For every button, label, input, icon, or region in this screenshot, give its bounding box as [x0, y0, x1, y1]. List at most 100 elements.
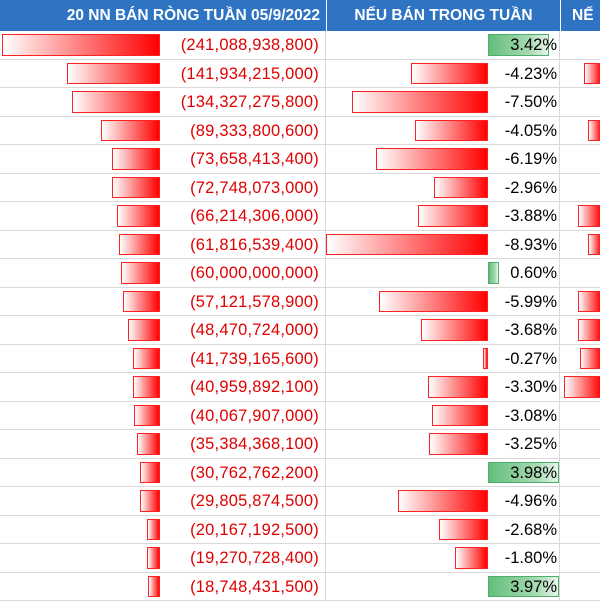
weekly-change-cell[interactable]: -1.80%: [326, 544, 560, 573]
weekly-change-cell[interactable]: 3.98%: [326, 459, 560, 488]
next-column-cell[interactable]: [560, 259, 600, 288]
weekly-change-negative-bar: [455, 547, 488, 569]
net-sell-cell[interactable]: (40,067,907,000): [0, 402, 326, 431]
next-column-bar: [588, 120, 600, 142]
next-column-cell[interactable]: [560, 145, 600, 174]
net-sell-cell[interactable]: (241,088,938,800): [0, 31, 326, 60]
net-sell-cell[interactable]: (72,748,073,000): [0, 174, 326, 203]
table-row: (241,088,938,800) 3.42%: [0, 31, 600, 60]
weekly-change-cell[interactable]: -3.68%: [326, 316, 560, 345]
net-sell-bar: [117, 205, 160, 227]
next-column-cell[interactable]: [560, 117, 600, 146]
net-sell-bar: [140, 490, 160, 512]
net-sell-cell[interactable]: (41,739,165,600): [0, 345, 326, 374]
net-sell-cell[interactable]: (73,658,413,400): [0, 145, 326, 174]
weekly-change-cell[interactable]: -2.96%: [326, 174, 560, 203]
net-sell-cell[interactable]: (30,762,762,200): [0, 459, 326, 488]
next-column-cell[interactable]: [560, 231, 600, 260]
weekly-change-value: 0.60%: [510, 259, 557, 287]
net-sell-cell[interactable]: (48,470,724,000): [0, 316, 326, 345]
header-net-sell[interactable]: 20 NN BÁN RÒNG TUẦN 05/9/2022: [0, 0, 326, 31]
net-sell-bar: [133, 348, 160, 370]
weekly-change-cell[interactable]: -4.05%: [326, 117, 560, 146]
net-sell-cell[interactable]: (134,327,275,800): [0, 88, 326, 117]
table-row: (35,384,368,100) -3.25%: [0, 430, 600, 459]
next-column-cell[interactable]: [560, 174, 600, 203]
weekly-change-value: 3.42%: [510, 31, 557, 59]
weekly-change-value: -4.23%: [505, 60, 557, 88]
next-column-bar: [564, 376, 600, 398]
weekly-change-value: -7.50%: [505, 88, 557, 116]
net-sell-bar: [67, 63, 160, 85]
weekly-change-cell[interactable]: -5.99%: [326, 288, 560, 317]
net-sell-value: (18,748,431,500): [190, 573, 319, 601]
weekly-change-cell[interactable]: 3.42%: [326, 31, 560, 60]
weekly-change-cell[interactable]: 0.60%: [326, 259, 560, 288]
next-column-cell[interactable]: [560, 60, 600, 89]
next-column-cell[interactable]: [560, 516, 600, 545]
net-sell-value: (61,816,539,400): [190, 231, 319, 259]
net-sell-cell[interactable]: (61,816,539,400): [0, 231, 326, 260]
net-sell-value: (41,739,165,600): [190, 345, 319, 373]
weekly-change-negative-bar: [418, 205, 488, 227]
weekly-change-value: -3.30%: [505, 373, 557, 401]
weekly-change-cell[interactable]: -4.96%: [326, 487, 560, 516]
next-column-cell[interactable]: [560, 345, 600, 374]
weekly-change-cell[interactable]: -3.88%: [326, 202, 560, 231]
next-column-cell[interactable]: [560, 31, 600, 60]
next-column-cell[interactable]: [560, 430, 600, 459]
next-column-cell[interactable]: [560, 402, 600, 431]
weekly-change-cell[interactable]: -8.93%: [326, 231, 560, 260]
next-column-cell[interactable]: [560, 459, 600, 488]
net-sell-cell[interactable]: (35,384,368,100): [0, 430, 326, 459]
net-sell-bar: [128, 319, 160, 341]
net-sell-cell[interactable]: (89,333,800,600): [0, 117, 326, 146]
next-column-bar: [584, 63, 600, 85]
net-sell-cell[interactable]: (66,214,306,000): [0, 202, 326, 231]
net-sell-cell[interactable]: (57,121,578,900): [0, 288, 326, 317]
header-weekly-change[interactable]: NẾU BÁN TRONG TUẦN: [326, 0, 560, 31]
weekly-change-cell[interactable]: -3.30%: [326, 373, 560, 402]
next-column-bar: [578, 205, 600, 227]
net-sell-cell[interactable]: (19,270,728,400): [0, 544, 326, 573]
next-column-cell[interactable]: [560, 202, 600, 231]
net-sell-value: (48,470,724,000): [190, 316, 319, 344]
table-row: (72,748,073,000)-2.96%: [0, 174, 600, 203]
header-third-column[interactable]: NẾ: [560, 0, 600, 31]
net-sell-bar: [137, 433, 160, 455]
net-sell-cell[interactable]: (40,959,892,100): [0, 373, 326, 402]
weekly-change-value: -2.68%: [505, 516, 557, 544]
net-sell-cell[interactable]: (20,167,192,500): [0, 516, 326, 545]
next-column-cell[interactable]: [560, 316, 600, 345]
table-row: (48,470,724,000)-3.68%: [0, 316, 600, 345]
weekly-change-value: -3.25%: [505, 430, 557, 458]
weekly-change-negative-bar: [376, 148, 488, 170]
next-column-cell[interactable]: [560, 288, 600, 317]
weekly-change-cell[interactable]: -2.68%: [326, 516, 560, 545]
net-sell-cell[interactable]: (141,934,215,000): [0, 60, 326, 89]
weekly-change-negative-bar: [434, 177, 488, 199]
weekly-change-cell[interactable]: 3.97%: [326, 573, 560, 601]
weekly-change-cell[interactable]: -4.23%: [326, 60, 560, 89]
net-sell-bar: [134, 405, 160, 427]
weekly-change-cell[interactable]: -3.25%: [326, 430, 560, 459]
net-sell-cell[interactable]: (18,748,431,500): [0, 573, 326, 601]
weekly-change-cell[interactable]: -6.19%: [326, 145, 560, 174]
net-sell-value: (89,333,800,600): [190, 117, 319, 145]
net-sell-cell[interactable]: (60,000,000,000): [0, 259, 326, 288]
next-column-cell[interactable]: [560, 373, 600, 402]
weekly-change-cell[interactable]: -0.27%: [326, 345, 560, 374]
table-row: (29,805,874,500)-4.96%: [0, 487, 600, 516]
weekly-change-negative-bar: [428, 376, 488, 398]
weekly-change-cell[interactable]: -7.50%: [326, 88, 560, 117]
next-column-bar: [580, 348, 600, 370]
net-sell-bar: [148, 576, 160, 598]
net-sell-cell[interactable]: (29,805,874,500): [0, 487, 326, 516]
next-column-cell[interactable]: [560, 88, 600, 117]
next-column-cell[interactable]: [560, 573, 600, 601]
next-column-cell[interactable]: [560, 487, 600, 516]
weekly-change-cell[interactable]: -3.08%: [326, 402, 560, 431]
net-sell-bar: [123, 291, 160, 313]
next-column-cell[interactable]: [560, 544, 600, 573]
net-sell-bar: [112, 148, 160, 170]
